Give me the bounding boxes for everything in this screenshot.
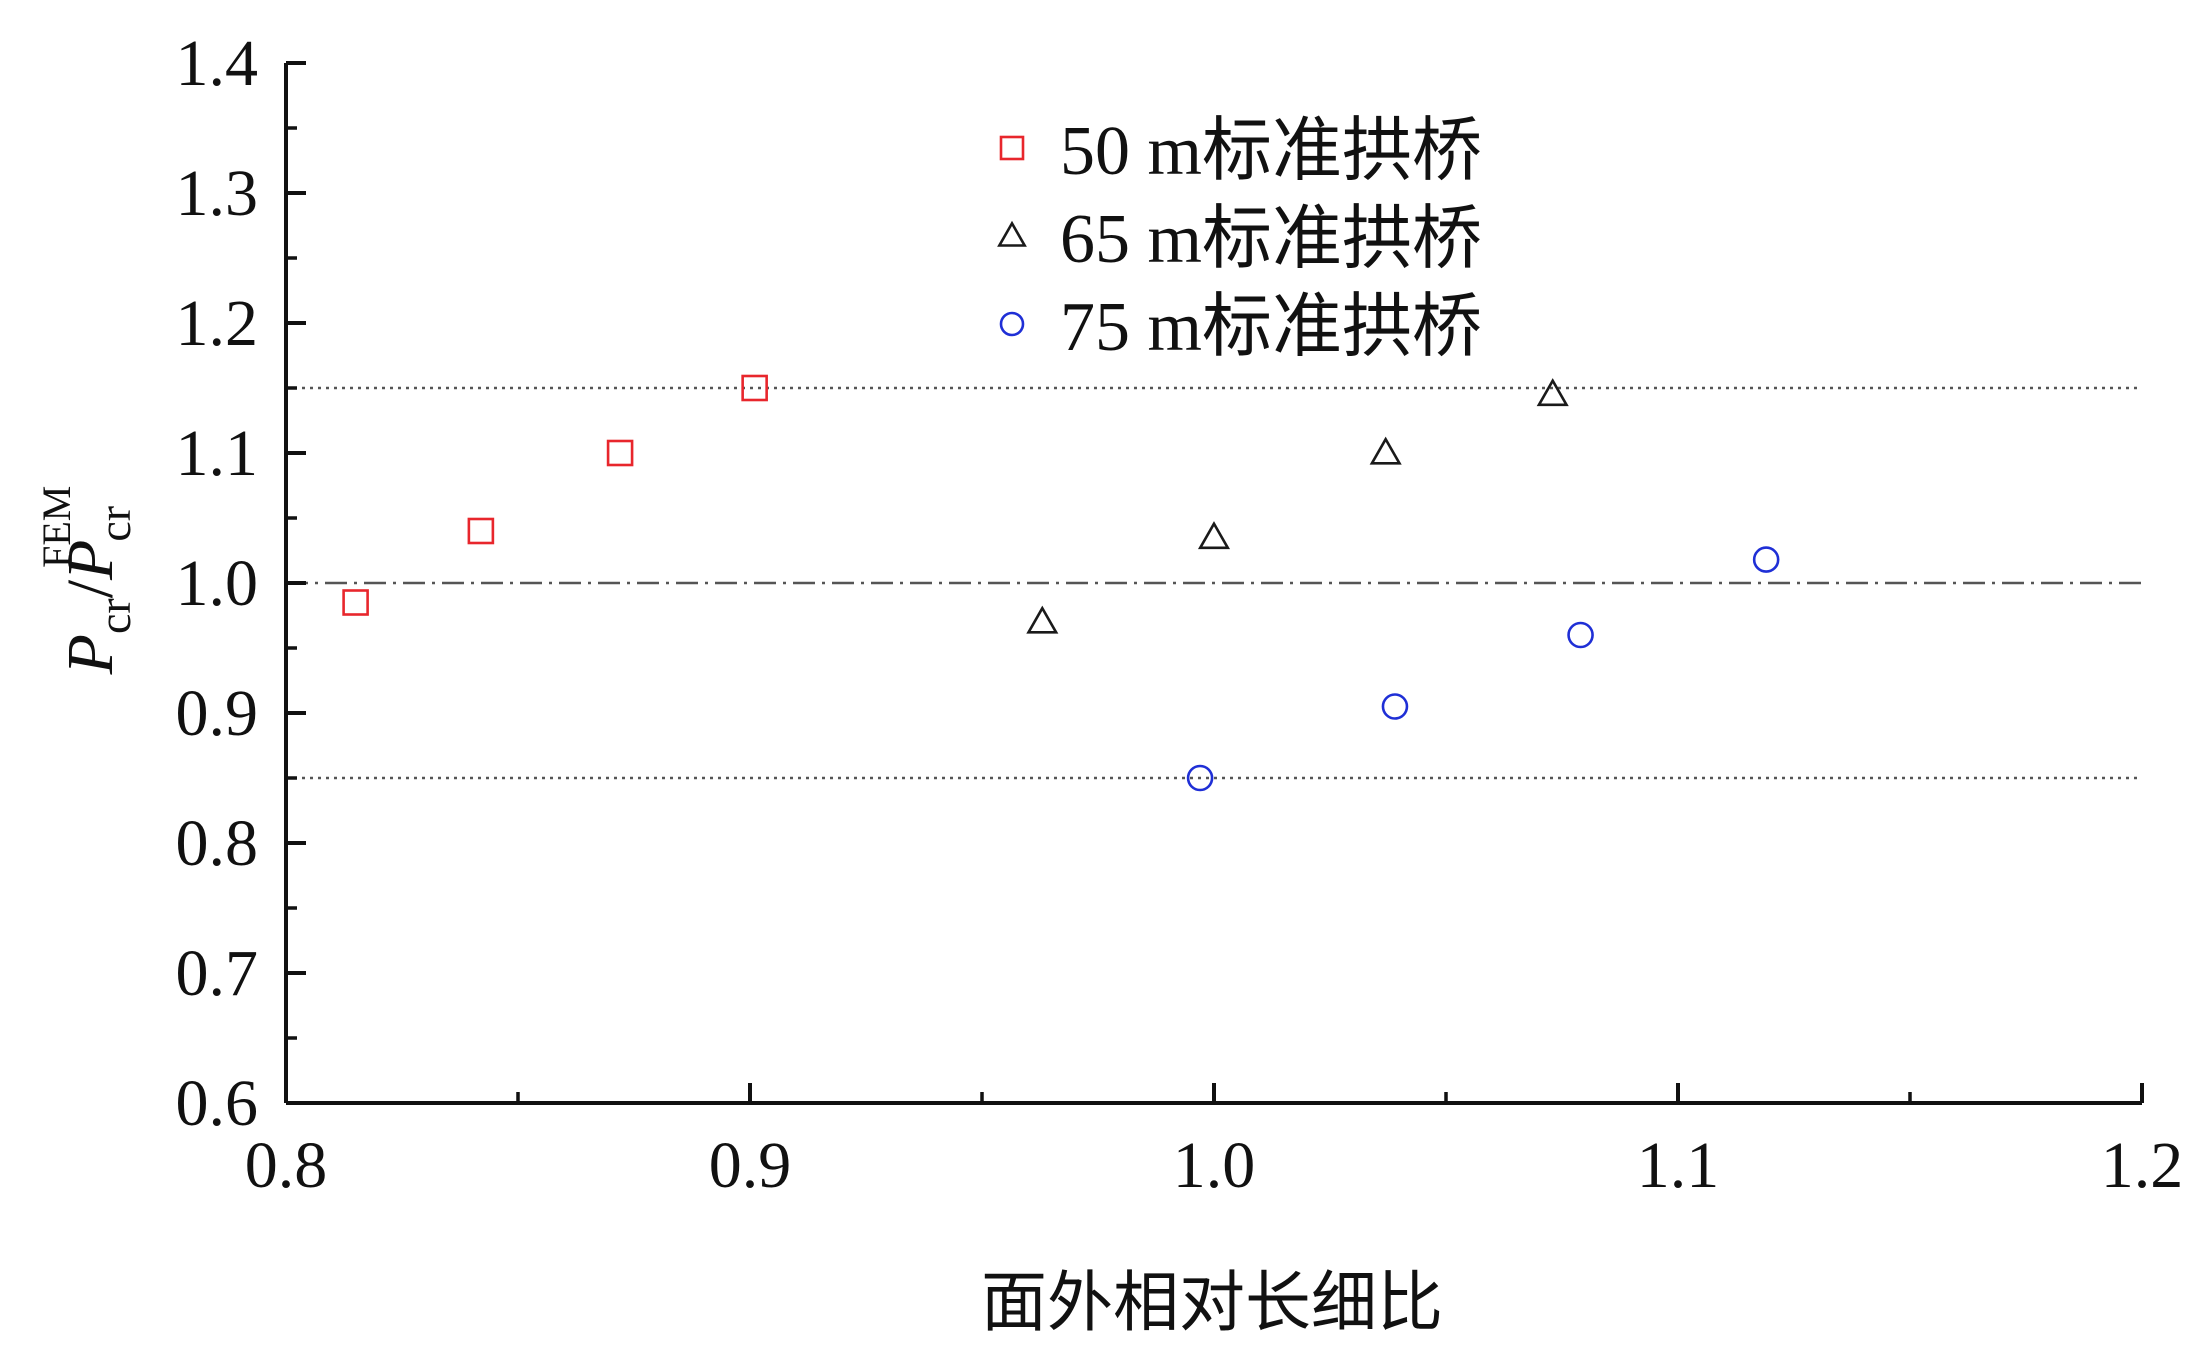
- point-triangle-2: [1369, 436, 1402, 465]
- legend-marker-circle: [999, 311, 1025, 337]
- legend: 50 m标准拱桥 65 m标准拱桥 75 m标准拱桥: [997, 113, 1482, 366]
- point-circle-3: [1752, 546, 1780, 573]
- y-tick-label: 1.3: [176, 157, 259, 230]
- svg-text:Pcr/PcrFEM: Pcr/PcrFEM: [34, 486, 140, 676]
- x-tick-label: 0.8: [245, 1129, 328, 1202]
- legend-label: 65 m标准拱桥: [1060, 201, 1482, 278]
- legend-label: 75 m标准拱桥: [1060, 289, 1482, 366]
- x-tick-label: 1.1: [1637, 1129, 1720, 1202]
- point-triangle-3: [1536, 378, 1569, 407]
- point-triangle-1: [1197, 521, 1231, 550]
- x-axis-label: 面外相对长细比: [981, 1267, 1443, 1340]
- point-circle-1: [1381, 693, 1409, 720]
- y-axis-label-sup: FEM: [34, 486, 79, 568]
- legend-marker-triangle: [997, 220, 1027, 247]
- y-tick-label: 0.9: [176, 677, 259, 750]
- y-tick-label: 1.2: [176, 287, 259, 360]
- y-axis-label-main-2: P: [54, 540, 127, 581]
- y-axis-label: Pcr/PcrFEM: [34, 486, 140, 676]
- y-tick-label: 0.7: [176, 937, 259, 1010]
- y-tick-label: 1.1: [176, 417, 259, 490]
- y-tick-label: 1.4: [176, 27, 259, 100]
- ticks: 0.8 0.9 1.0 1.1 1.2 0.6 0.7 0.8 0.9 1.0 1.1 1.2 1.3 1…: [176, 27, 2184, 1202]
- y-axis-label-slash: /: [54, 579, 127, 598]
- legend-label: 50 m标准拱桥: [1060, 113, 1482, 190]
- y-axis-label-sub: cr: [89, 598, 140, 634]
- legend-marker-square: [999, 135, 1025, 161]
- reference-lines: [286, 386, 2142, 780]
- data-points: [342, 374, 1780, 792]
- y-tick-label: 0.6: [176, 1067, 259, 1140]
- point-square-3: [741, 374, 768, 402]
- point-square-1: [467, 517, 495, 545]
- x-tick-label: 1.0: [1173, 1129, 1256, 1202]
- y-tick-label: 1.0: [176, 547, 259, 620]
- x-tick-label: 0.9: [709, 1129, 792, 1202]
- point-circle-0: [1186, 764, 1214, 792]
- y-axis-label-main: P: [54, 634, 127, 675]
- x-tick-label: 1.2: [2101, 1129, 2184, 1202]
- point-square-2: [606, 439, 634, 467]
- y-tick-label: 0.8: [176, 807, 259, 880]
- point-triangle-0: [1026, 605, 1059, 634]
- point-square-0: [342, 589, 369, 616]
- point-circle-2: [1567, 621, 1594, 649]
- y-axis-label-sub-2: cr: [89, 506, 140, 542]
